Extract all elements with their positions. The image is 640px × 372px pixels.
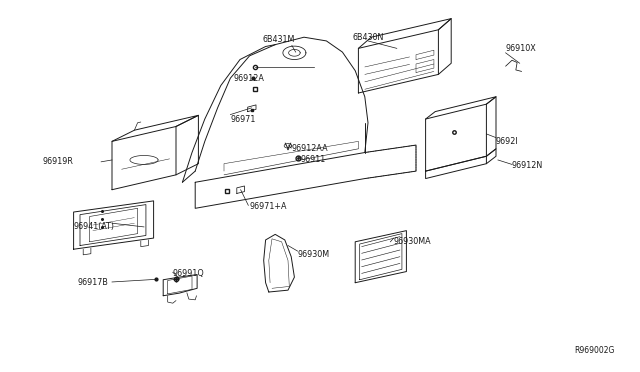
Text: 96971+A: 96971+A <box>250 202 287 211</box>
Text: 96930MA: 96930MA <box>394 237 431 246</box>
Text: 96911: 96911 <box>301 155 326 164</box>
Text: 96971: 96971 <box>230 115 256 124</box>
Text: 9692I: 9692I <box>496 137 518 146</box>
Text: 96912AA: 96912AA <box>291 144 328 153</box>
Text: 96917B: 96917B <box>78 278 109 287</box>
Text: 6B430N: 6B430N <box>352 33 384 42</box>
Text: 96930M: 96930M <box>298 250 330 259</box>
Text: 6B431M: 6B431M <box>262 35 294 44</box>
Text: 96919R: 96919R <box>43 157 74 166</box>
Text: 96941(AT): 96941(AT) <box>74 222 115 231</box>
Text: 96910X: 96910X <box>506 44 536 53</box>
Text: 96912A: 96912A <box>234 74 264 83</box>
Text: 96991Q: 96991Q <box>173 269 205 278</box>
Text: 96912N: 96912N <box>512 161 543 170</box>
Text: R969002G: R969002G <box>574 346 614 355</box>
